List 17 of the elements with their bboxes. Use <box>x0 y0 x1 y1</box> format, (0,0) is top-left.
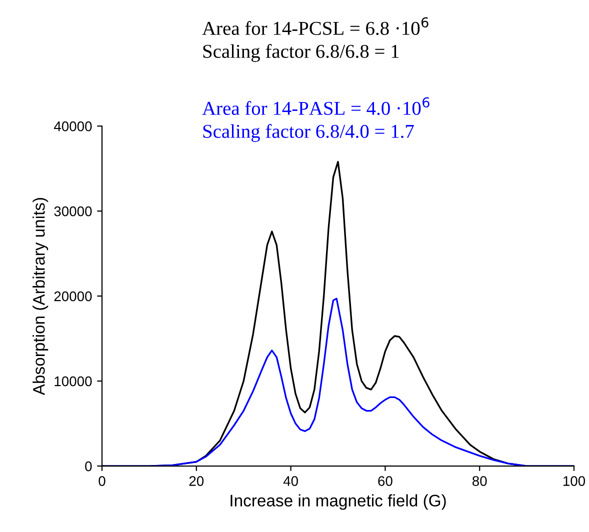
y-tick-label: 40000 <box>54 121 92 132</box>
text: Area for 14-PCSL = 6.8 ·10$^{6}$ <box>202 17 428 36</box>
x-tick-label: 80 <box>472 476 487 486</box>
y-axis-title: Absorption (Arbitrary units) <box>32 198 48 396</box>
x-tick-label: 40 <box>283 476 298 486</box>
x-tick-label: 60 <box>378 476 392 486</box>
y-tick-label: 10000 <box>54 376 92 386</box>
x-axis-title: Increase in magnetic field (G) <box>230 494 446 510</box>
text: Scaling factor 6.8/6.8 = 1 <box>203 44 399 62</box>
text: Area for 14-PASL = 4.0 ·10$^{6}$ <box>202 97 430 116</box>
y-tick-label: 30000 <box>54 206 92 216</box>
x-tick-label: 100 <box>563 476 586 486</box>
x-tick-label: 20 <box>189 476 204 486</box>
annotation: Scaling factor 6.8/4.0 = 1.7 <box>203 124 414 142</box>
y-tick-label: 20000 <box>54 291 92 302</box>
x-tick-label: 0 <box>98 476 106 486</box>
y-tick-label: 0 <box>85 461 92 472</box>
